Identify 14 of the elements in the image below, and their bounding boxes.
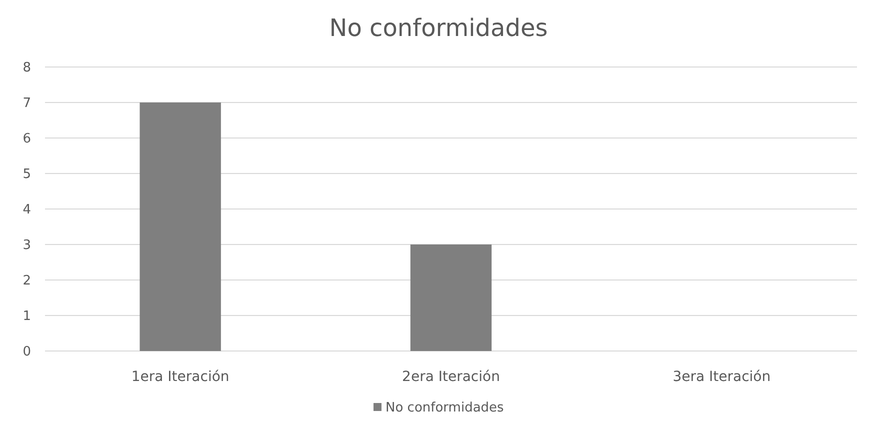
y-tick-label: 8	[22, 60, 31, 76]
y-tick-label: 2	[22, 274, 31, 289]
x-tick-label: 2era Iteración	[402, 369, 500, 385]
y-tick-label: 7	[22, 96, 31, 112]
y-tick-label: 1	[22, 309, 31, 324]
x-tick-label: 3era Iteración	[672, 369, 771, 385]
y-tick-label: 6	[22, 132, 31, 147]
legend-label: No conformidades	[386, 400, 504, 416]
x-tick-label: 1era Iteración	[131, 369, 230, 385]
y-tick-label: 0	[22, 344, 31, 360]
y-tick-label: 3	[22, 238, 31, 254]
y-tick-label: 5	[22, 167, 31, 182]
y-tick-label: 4	[22, 202, 31, 218]
chart-title: No conformidades	[329, 14, 548, 42]
